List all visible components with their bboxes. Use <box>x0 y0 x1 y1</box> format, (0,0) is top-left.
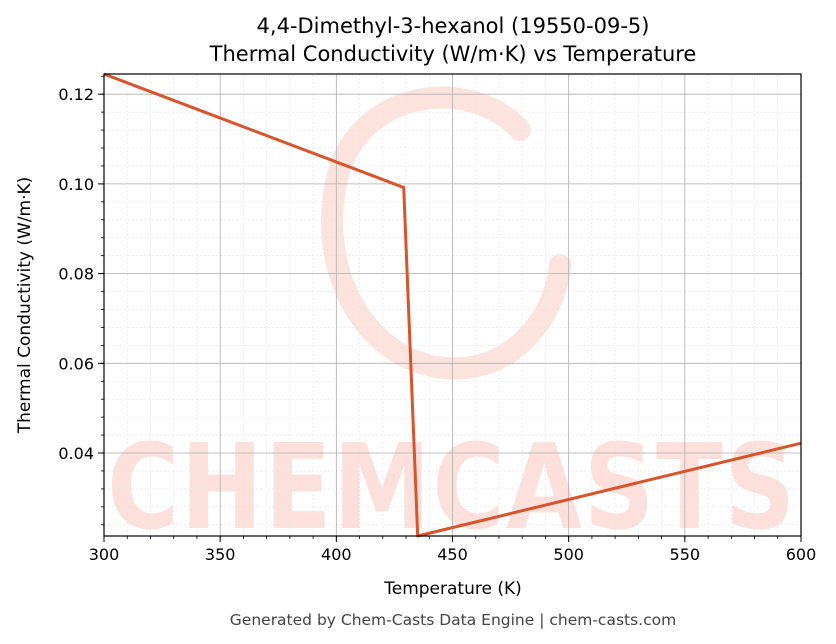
y-tick-label: 0.04 <box>58 444 94 463</box>
x-tick-label: 600 <box>786 545 817 564</box>
x-axis-label: Temperature (K) <box>383 579 522 599</box>
x-tick-label: 350 <box>205 545 236 564</box>
x-tick-label: 550 <box>670 545 701 564</box>
x-tick-label: 300 <box>89 545 120 564</box>
y-axis: 0.04 0.06 0.08 0.10 0.12 <box>58 75 104 526</box>
x-tick-label: 450 <box>437 545 468 564</box>
series-line <box>103 72 802 538</box>
chart-title-line-2: Thermal Conductivity (W/m·K) vs Temperat… <box>209 42 697 66</box>
y-tick-label: 0.06 <box>58 354 94 373</box>
watermark-swirl-shape <box>321 86 571 380</box>
y-tick-label: 0.10 <box>58 175 94 194</box>
y-tick-label: 0.08 <box>58 265 94 284</box>
footer-credit: Generated by Chem-Casts Data Engine | ch… <box>230 611 676 629</box>
y-axis-label: Thermal Conductivity (W/m·K) <box>15 177 35 435</box>
watermark: CHEMCASTS <box>107 86 797 556</box>
series-layer <box>103 72 802 538</box>
x-tick-label: 500 <box>553 545 584 564</box>
x-tick-label: 400 <box>321 545 352 564</box>
watermark-text: CHEMCASTS <box>107 418 797 556</box>
y-tick-label: 0.12 <box>58 85 94 104</box>
chart-title-line-1: 4,4-Dimethyl-3-hexanol (19550-09-5) <box>257 14 650 38</box>
x-axis: 300 350 400 450 500 550 600 <box>89 536 817 564</box>
